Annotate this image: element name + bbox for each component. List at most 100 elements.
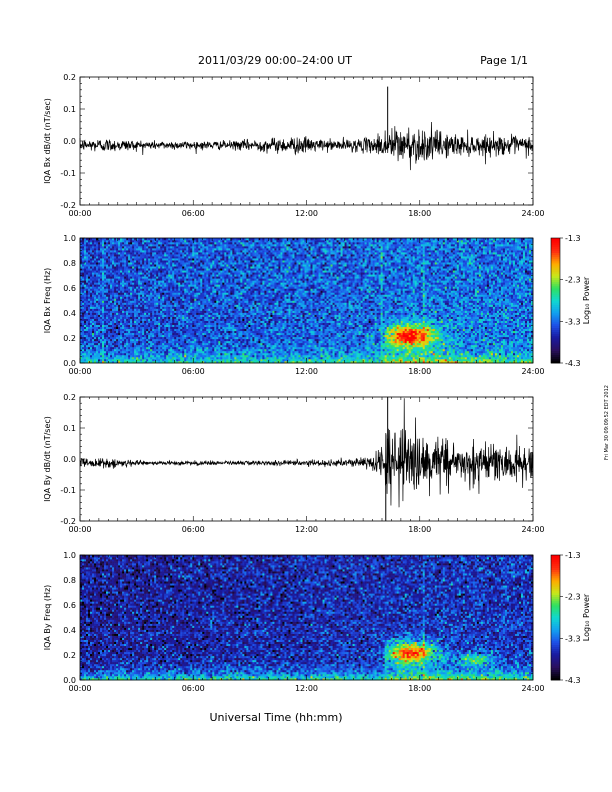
spectrogram-cell — [188, 280, 191, 283]
spectrogram-cell — [80, 338, 83, 342]
spectrogram-cell — [94, 334, 97, 338]
spectrogram-cell — [102, 340, 105, 344]
spectrogram-cell — [222, 300, 225, 303]
spectrogram-cell — [194, 254, 197, 257]
spectrogram-cell — [100, 320, 103, 323]
spectrogram-cell — [140, 320, 143, 323]
spectrogram-cell — [202, 316, 205, 319]
spectrogram-cell — [86, 326, 89, 330]
spectrogram-cell — [176, 312, 179, 315]
spectrogram-cell — [206, 354, 209, 358]
spectrogram-cell — [170, 264, 173, 267]
spectrogram-cell — [174, 284, 177, 287]
spectrogram-cell — [218, 254, 221, 257]
spectrogram-cell — [218, 290, 221, 293]
spectrogram-cell — [190, 312, 193, 315]
spectrogram-cell — [136, 246, 139, 249]
spectrogram-cell — [138, 316, 141, 319]
spectrogram-cell — [186, 328, 189, 332]
spectrogram-cell — [206, 250, 209, 253]
spectrogram-cell — [158, 304, 161, 307]
spectrogram-cell — [222, 292, 225, 295]
spectrogram-cell — [114, 280, 117, 283]
spectrogram-cell — [102, 332, 105, 336]
spectrogram-cell — [180, 304, 183, 307]
spectrogram-cell — [86, 306, 89, 309]
spectrogram-cell — [178, 352, 181, 356]
spectrogram-cell — [90, 326, 93, 330]
spectrogram-cell — [124, 284, 127, 287]
spectrogram-cell — [182, 316, 185, 319]
spectrogram-cell — [224, 308, 227, 311]
spectrogram-cell — [120, 242, 123, 245]
spectrogram-cell — [172, 308, 175, 311]
spectrogram-cell — [220, 310, 223, 313]
spectrogram-cell — [166, 270, 169, 273]
spectrogram-cell — [218, 358, 221, 362]
spectrogram-cell — [234, 264, 237, 267]
spectrogram-cell — [192, 246, 195, 249]
spectrogram-cell — [212, 238, 215, 241]
spectrogram-cell — [86, 256, 89, 259]
spectrogram-cell — [126, 276, 129, 279]
spectrogram-cell — [188, 360, 191, 364]
spectrogram-cell — [108, 242, 111, 245]
spectrogram-cell — [154, 312, 157, 315]
spectrogram-cell — [118, 282, 121, 285]
spectrogram-cell — [156, 238, 159, 241]
spectrogram-cell — [182, 320, 185, 323]
spectrogram-cell — [226, 262, 229, 265]
spectrogram-cell — [122, 306, 125, 309]
spectrogram-cell — [122, 284, 125, 287]
spectrogram-cell — [94, 336, 97, 340]
spectrogram-cell — [208, 258, 211, 261]
spectrogram-cell — [170, 250, 173, 253]
spectrogram-cell — [118, 258, 121, 261]
spectrogram-cell — [110, 278, 113, 281]
spectrogram-cell — [82, 248, 85, 251]
spectrogram-cell — [146, 360, 149, 364]
spectrogram-cell — [192, 342, 195, 346]
spectrogram-cell — [84, 354, 87, 358]
spectrogram-cell — [80, 302, 83, 305]
spectrogram-cell — [114, 252, 117, 255]
spectrogram-cell — [154, 338, 157, 342]
spectrogram-cell — [174, 286, 177, 289]
spectrogram-cell — [132, 290, 135, 293]
spectrogram-cell — [136, 244, 139, 247]
spectrogram-cell — [86, 264, 89, 267]
spectrogram-cell — [150, 294, 153, 297]
spectrogram-cell — [168, 296, 171, 299]
spectrogram-cell — [184, 354, 187, 358]
spectrogram-cell — [178, 272, 181, 275]
spectrogram-cell — [90, 294, 93, 297]
spectrogram-cell — [100, 290, 103, 293]
spectrogram-cell — [234, 308, 237, 311]
spectrogram-cell — [120, 248, 123, 251]
spectrogram-cell — [162, 290, 165, 293]
spectrogram-cell — [158, 352, 161, 356]
spectrogram-cell — [216, 268, 219, 271]
spectrogram-cell — [196, 318, 199, 321]
spectrogram-cell — [180, 246, 183, 249]
spectrogram-cell — [150, 238, 153, 241]
spectrogram-cell — [182, 260, 185, 263]
spectrogram-cell — [186, 240, 189, 243]
spectrogram-cell — [170, 244, 173, 247]
spectrogram-cell — [196, 238, 199, 241]
spectrogram-cell — [106, 316, 109, 319]
spectrogram-cell — [112, 284, 115, 287]
spectrogram-cell — [138, 322, 141, 325]
spectrogram-cell — [134, 320, 137, 323]
spectrogram-cell — [116, 358, 119, 362]
spectrogram-cell — [212, 326, 215, 330]
spectrogram-cell — [102, 244, 105, 247]
spectrogram-cell — [160, 266, 163, 269]
spectrogram-cell — [190, 304, 193, 307]
spectrogram-cell — [134, 310, 137, 313]
spectrogram-cell — [94, 248, 97, 251]
spectrogram-cell — [136, 342, 139, 346]
spectrogram-cell — [82, 340, 85, 344]
spectrogram-cell — [216, 278, 219, 281]
spectrogram-cell — [226, 248, 229, 251]
